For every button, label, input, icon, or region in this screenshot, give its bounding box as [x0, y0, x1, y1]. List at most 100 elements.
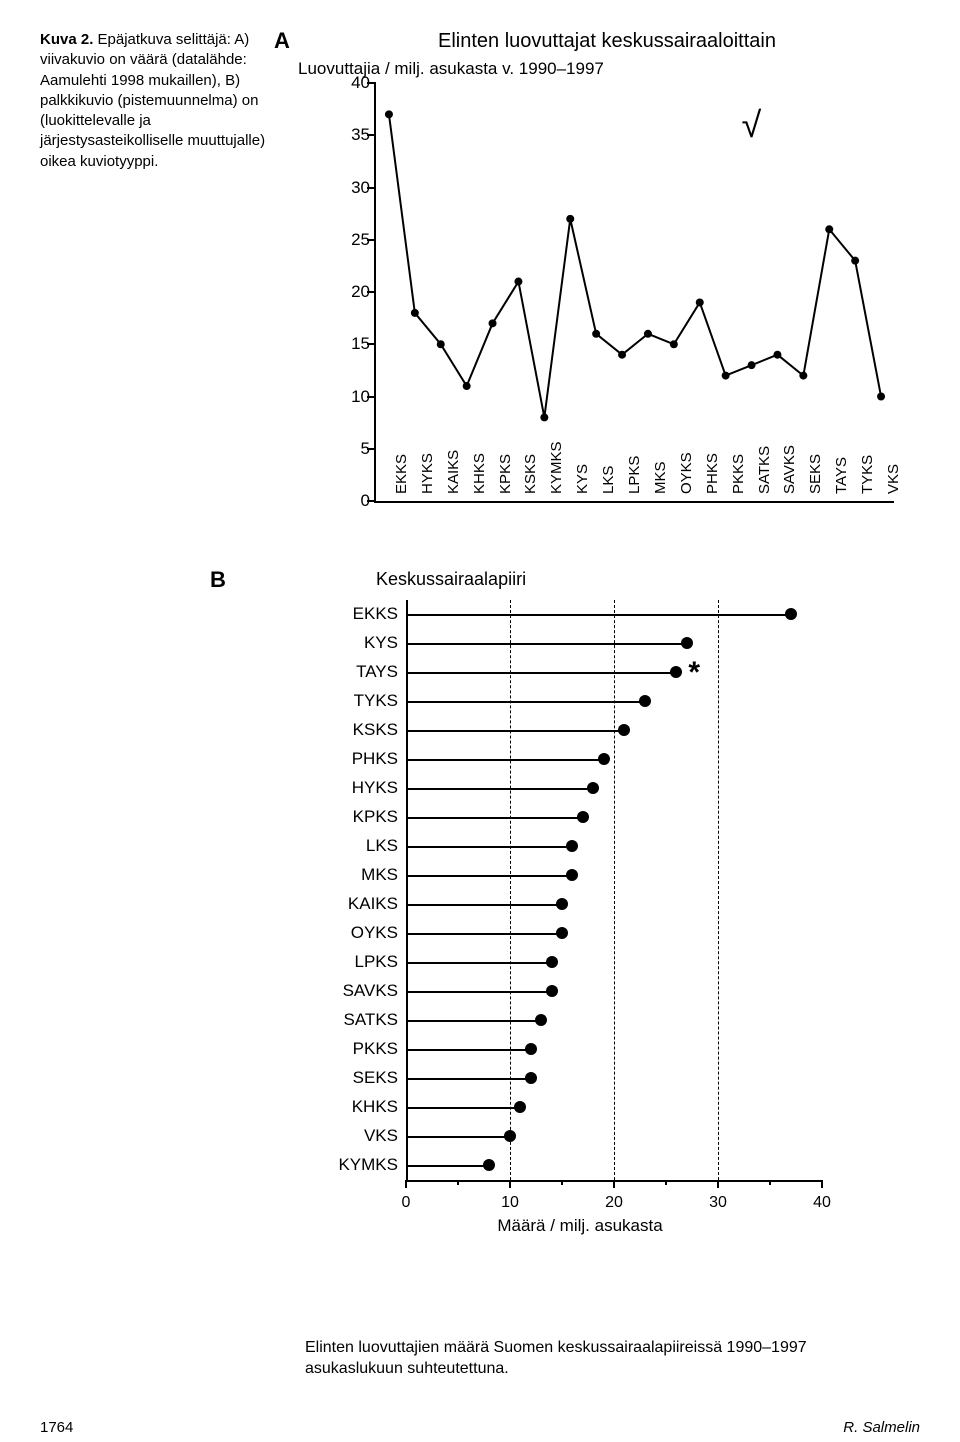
- y-tick-label: 40: [336, 73, 370, 93]
- lollipop-dot: [535, 1014, 547, 1026]
- lollipop-row: SEKS: [330, 1064, 830, 1092]
- lollipop-chart: EKKSKYSTAYS*TYKSKSKSPHKSHYKSKPKSLKSMKSKA…: [330, 600, 830, 1230]
- lollipop-dot: [785, 608, 797, 620]
- lollipop-dot: [546, 985, 558, 997]
- lollipop-label: MKS: [328, 865, 398, 885]
- x-category-label: OYKS: [678, 452, 695, 494]
- lollipop-dot: [598, 753, 610, 765]
- panel-a-title: Elinten luovuttajat keskussairaaloittain: [294, 30, 920, 53]
- lollipop-row: HYKS: [330, 774, 830, 802]
- lollipop-dot: [556, 927, 568, 939]
- lollipop-label: KAIKS: [328, 894, 398, 914]
- lollipop-label: LKS: [328, 836, 398, 856]
- lollipop-row: PKKS: [330, 1035, 830, 1063]
- top-row: Kuva 2. Epäjatkuva selittäjä: A) viivaku…: [40, 30, 920, 543]
- y-tick-label: 0: [336, 491, 370, 511]
- checkmark-icon: √: [742, 104, 762, 146]
- lollipop-row: OYKS: [330, 919, 830, 947]
- lollipop-row: KHKS: [330, 1093, 830, 1121]
- x-category-label: KHKS: [471, 453, 488, 494]
- lollipop-row: SAVKS: [330, 977, 830, 1005]
- x-category-label: TYKS: [859, 455, 876, 494]
- lollipop-label: EKKS: [328, 604, 398, 624]
- y-tick-label: 35: [336, 125, 370, 145]
- lollipop-dot: [504, 1130, 516, 1142]
- page: Kuva 2. Epäjatkuva selittäjä: A) viivaku…: [0, 0, 960, 1442]
- x-tick-label: 0: [402, 1194, 411, 1212]
- x-category-label: TAYS: [833, 457, 850, 494]
- lollipop-row: KYS: [330, 629, 830, 657]
- caption-title: Kuva 2.: [40, 31, 93, 48]
- bottom-caption: Elinten luovuttajien määrä Suomen keskus…: [305, 1337, 900, 1380]
- lollipop-label: SATKS: [328, 1010, 398, 1030]
- figure-caption: Kuva 2. Epäjatkuva selittäjä: A) viivaku…: [40, 30, 270, 543]
- lollipop-dot: [546, 956, 558, 968]
- lollipop-dot: [525, 1043, 537, 1055]
- y-tick-label: 15: [336, 334, 370, 354]
- x-category-label: KAIKS: [445, 450, 462, 494]
- y-tick-label: 25: [336, 230, 370, 250]
- x-category-label: SAVKS: [781, 445, 798, 494]
- lollipop-label: TAYS: [328, 662, 398, 682]
- lollipop-dot: [525, 1072, 537, 1084]
- x-category-label: KYMKS: [548, 441, 565, 494]
- x-category-label: SEKS: [807, 454, 824, 494]
- lollipop-dot: [639, 695, 651, 707]
- lollipop-dot: [618, 724, 630, 736]
- lollipop-row: LKS: [330, 832, 830, 860]
- x-category-label: KYS: [574, 464, 591, 494]
- y-tick-label: 10: [336, 387, 370, 407]
- x-category-label: PHKS: [704, 453, 721, 494]
- lollipop-dot: [556, 898, 568, 910]
- panel-b-title: Keskussairaalapiiri: [376, 569, 920, 590]
- x-category-label: VKS: [885, 464, 902, 494]
- lollipop-row: MKS: [330, 861, 830, 889]
- lollipop-label: VKS: [328, 1126, 398, 1146]
- lollipop-dot: [670, 666, 682, 678]
- y-tick-label: 30: [336, 178, 370, 198]
- x-category-label: HYKS: [419, 453, 436, 494]
- lollipop-label: PHKS: [328, 749, 398, 769]
- x-category-label: LKS: [600, 466, 617, 494]
- lollipop-row: TAYS*: [330, 658, 830, 686]
- star-icon: *: [688, 656, 700, 690]
- lollipop-row: TYKS: [330, 687, 830, 715]
- panel-b: B Keskussairaalapiiri EKKSKYSTAYS*TYKSKS…: [300, 569, 920, 1230]
- lollipop-label: TYKS: [328, 691, 398, 711]
- lollipop-dot: [514, 1101, 526, 1113]
- x-category-label: PKKS: [730, 454, 747, 494]
- caption-text: Epäjatkuva selittäjä: A) viivakuvio on v…: [40, 31, 265, 170]
- author: R. Salmelin: [843, 1419, 920, 1436]
- x-category-label: MKS: [652, 461, 669, 494]
- lollipop-dot: [483, 1159, 495, 1171]
- x-category-label: SATKS: [756, 446, 773, 494]
- lollipop-dot: [681, 637, 693, 649]
- lollipop-label: PKKS: [328, 1039, 398, 1059]
- x-tick-label: 10: [501, 1194, 519, 1212]
- y-tick-label: 20: [336, 282, 370, 302]
- lollipop-row: VKS: [330, 1122, 830, 1150]
- lollipop-dot: [566, 840, 578, 852]
- lollipop-label: KYS: [328, 633, 398, 653]
- lollipop-label: LPKS: [328, 952, 398, 972]
- y-tick-label: 5: [336, 439, 370, 459]
- panel-a-subtitle: Luovuttajia / milj. asukasta v. 1990–199…: [298, 59, 920, 79]
- x-category-label: EKKS: [393, 454, 410, 494]
- lollipop-row: PHKS: [330, 745, 830, 773]
- x-axis-title: Määrä / milj. asukasta: [330, 1216, 830, 1236]
- lollipop-label: KPKS: [328, 807, 398, 827]
- lollipop-label: OYKS: [328, 923, 398, 943]
- lollipop-row: SATKS: [330, 1006, 830, 1034]
- x-tick-label: 40: [813, 1194, 831, 1212]
- lollipop-label: KSKS: [328, 720, 398, 740]
- lollipop-row: EKKS: [330, 600, 830, 628]
- lollipop-label: KYMKS: [328, 1155, 398, 1175]
- lollipop-row: KAIKS: [330, 890, 830, 918]
- panel-a: A Elinten luovuttajat keskussairaaloitta…: [294, 30, 920, 543]
- lollipop-label: SEKS: [328, 1068, 398, 1088]
- x-tick-label: 30: [709, 1194, 727, 1212]
- lollipop-row: LPKS: [330, 948, 830, 976]
- x-category-label: KSKS: [522, 454, 539, 494]
- lollipop-row: KPKS: [330, 803, 830, 831]
- x-tick-label: 20: [605, 1194, 623, 1212]
